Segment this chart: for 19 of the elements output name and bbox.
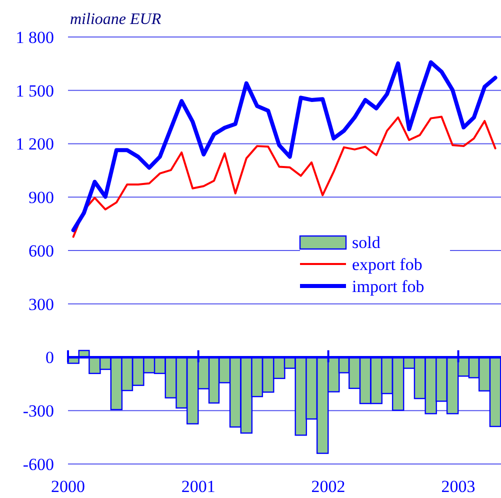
x-tick-label: 2002: [311, 477, 346, 496]
line-series: [71, 60, 498, 232]
y-tick-label: 0: [46, 348, 54, 368]
x-tick-label: 2001: [181, 477, 216, 496]
y-tick-label: 1 500: [16, 81, 54, 100]
x-tick-label: 2003: [441, 477, 476, 496]
y-tick-label: 1 800: [16, 28, 54, 47]
x-tick-label: 2000: [51, 477, 85, 496]
legend-label: export fob: [352, 254, 422, 274]
y-tick-label: -600: [22, 454, 54, 474]
line-series: [72, 116, 496, 238]
y-tick-label: 300: [28, 294, 54, 314]
y-tick-label: 900: [28, 188, 54, 208]
legend-label: sold: [352, 232, 381, 252]
y-tick-label: 600: [28, 241, 54, 260]
y-axis-title: milioane EUR: [70, 11, 162, 28]
legend-label: import fob: [352, 276, 424, 296]
y-tick-label: -300: [22, 402, 54, 421]
y-tick-label: 1 200: [16, 134, 54, 154]
